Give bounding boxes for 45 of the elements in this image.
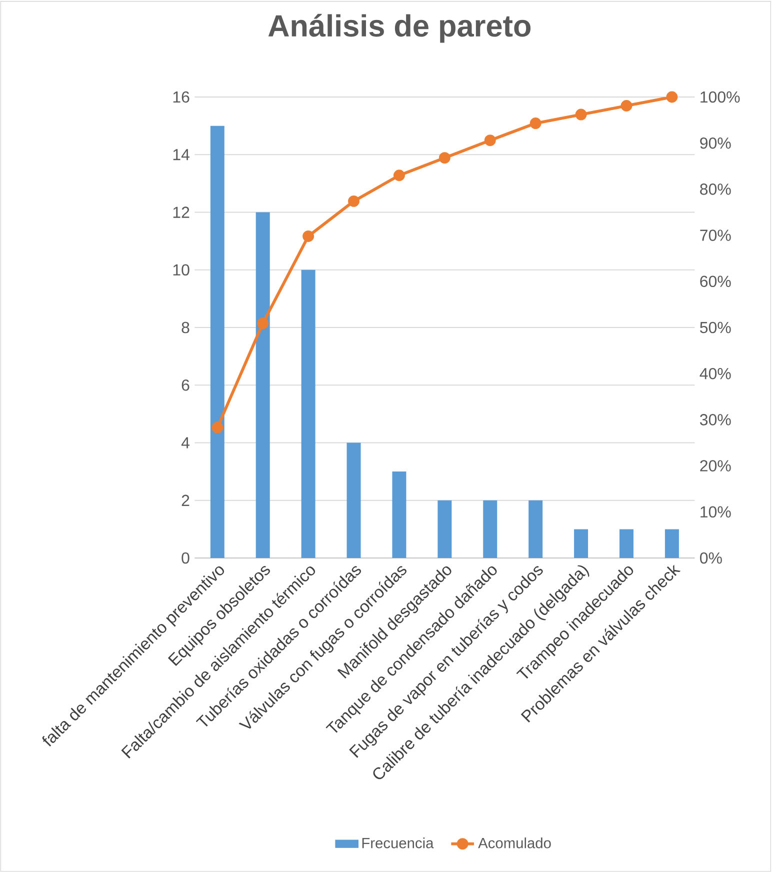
y2-tick-label: 20% xyxy=(700,460,731,472)
point xyxy=(212,422,224,434)
point xyxy=(348,195,360,207)
y2-tick-label: 70% xyxy=(700,230,731,241)
y-tick-label: 6 xyxy=(182,379,190,391)
y-tick-label: 16 xyxy=(173,91,190,103)
y2-tick-label: 30% xyxy=(700,414,731,426)
bar xyxy=(210,126,224,558)
bar xyxy=(574,529,588,558)
bar xyxy=(528,500,543,558)
point xyxy=(666,91,678,103)
legend-label: Acomulado xyxy=(478,838,551,848)
point xyxy=(484,134,496,146)
y2-tick-label: 40% xyxy=(700,368,731,380)
point xyxy=(620,100,632,112)
y2-tick-label: 100% xyxy=(700,91,740,103)
y2-tick-label: 50% xyxy=(700,322,731,334)
y-tick-label: 12 xyxy=(173,206,190,218)
y-tick-label: 10 xyxy=(173,264,190,276)
bar xyxy=(256,212,270,558)
y2-tick-label: 90% xyxy=(700,137,731,149)
point xyxy=(575,108,587,120)
y2-tick-label: 80% xyxy=(700,184,731,195)
y-tick-label: 0 xyxy=(182,552,190,564)
point xyxy=(438,152,450,164)
y-tick-label: 2 xyxy=(182,494,190,506)
y2-tick-label: 0% xyxy=(700,552,722,564)
point xyxy=(393,170,405,182)
legend-label: Frecuencia xyxy=(362,838,434,848)
y-tick-label: 8 xyxy=(182,322,190,334)
chart-title: Análisis de pareto xyxy=(268,14,531,43)
y-tick-label: 14 xyxy=(173,149,190,160)
y-tick-label: 4 xyxy=(181,437,190,448)
y2-tick-label: 60% xyxy=(700,276,731,288)
bar xyxy=(346,442,361,558)
y2-tick-label: 10% xyxy=(700,506,731,518)
bar xyxy=(301,270,316,558)
bar xyxy=(392,472,406,558)
bar xyxy=(483,500,498,558)
point xyxy=(257,318,269,330)
bar xyxy=(438,500,452,558)
bar xyxy=(619,529,634,558)
bar xyxy=(664,529,679,558)
point xyxy=(302,230,314,242)
point xyxy=(530,118,542,130)
